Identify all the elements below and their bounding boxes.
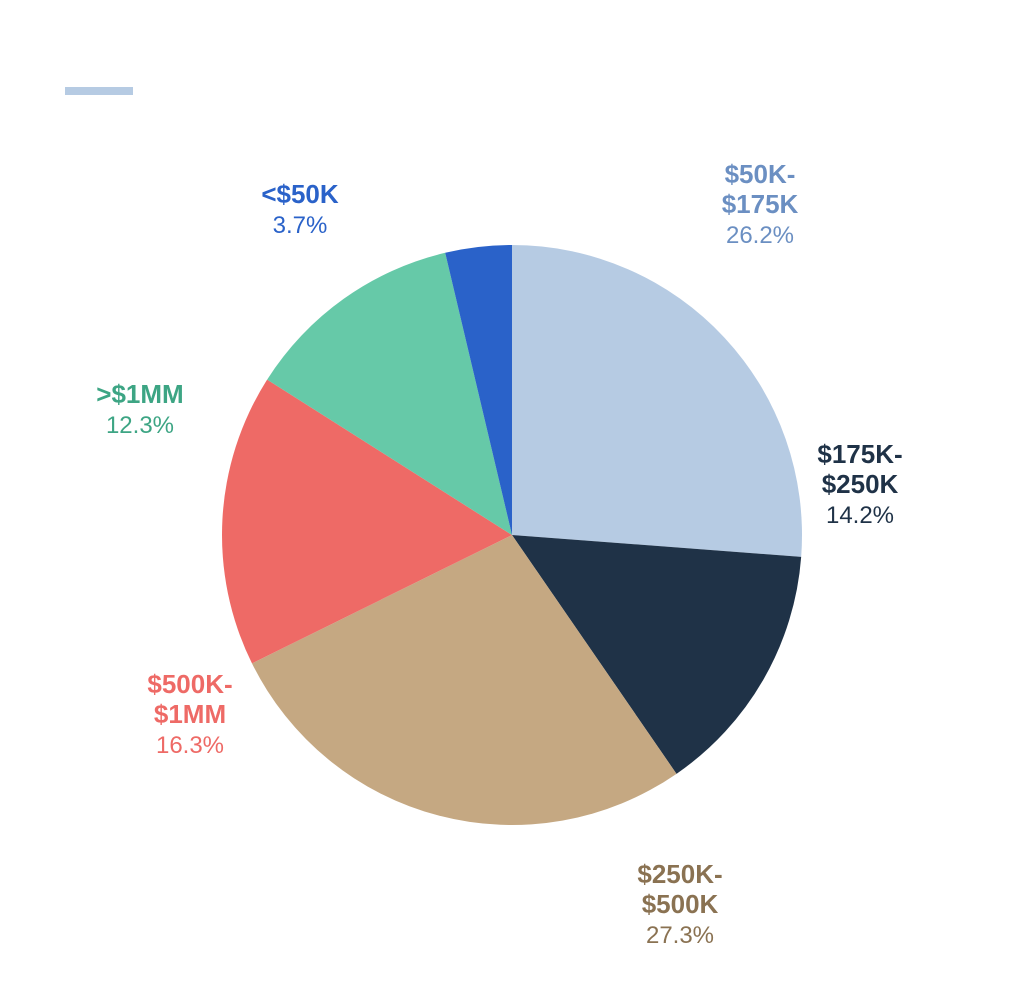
pie-chart: $50K-$175K26.2%$175K-$250K14.2%$250K-$50… (0, 0, 1024, 999)
slice-label-line1: $500K- (147, 670, 232, 700)
slice-label-line1: $175K- (817, 440, 902, 470)
slice-label: >$1MM12.3% (96, 380, 183, 439)
slice-label-line2: $175K (722, 190, 799, 220)
slice-label: <$50K3.7% (261, 180, 338, 239)
slice-label-pct: 14.2% (817, 502, 902, 530)
slice-label-line1: $50K- (722, 160, 799, 190)
slice-label-line1: <$50K (261, 180, 338, 210)
slice-label: $50K-$175K26.2% (722, 160, 799, 249)
slice-label-line1: $250K- (637, 860, 722, 890)
slice-label-line2: $250K (817, 470, 902, 500)
slice-label-pct: 12.3% (96, 412, 183, 440)
slice-label: $250K-$500K27.3% (637, 860, 722, 949)
slice-label-pct: 16.3% (147, 732, 232, 760)
slice-label: $175K-$250K14.2% (817, 440, 902, 529)
slice-label-line2: $1MM (147, 700, 232, 730)
pie-slice (512, 245, 802, 557)
slice-label-pct: 27.3% (637, 922, 722, 950)
slice-label: $500K-$1MM16.3% (147, 670, 232, 759)
slice-label-line1: >$1MM (96, 380, 183, 410)
slice-label-line2: $500K (637, 890, 722, 920)
slice-label-pct: 26.2% (722, 222, 799, 250)
slice-label-pct: 3.7% (261, 212, 338, 240)
